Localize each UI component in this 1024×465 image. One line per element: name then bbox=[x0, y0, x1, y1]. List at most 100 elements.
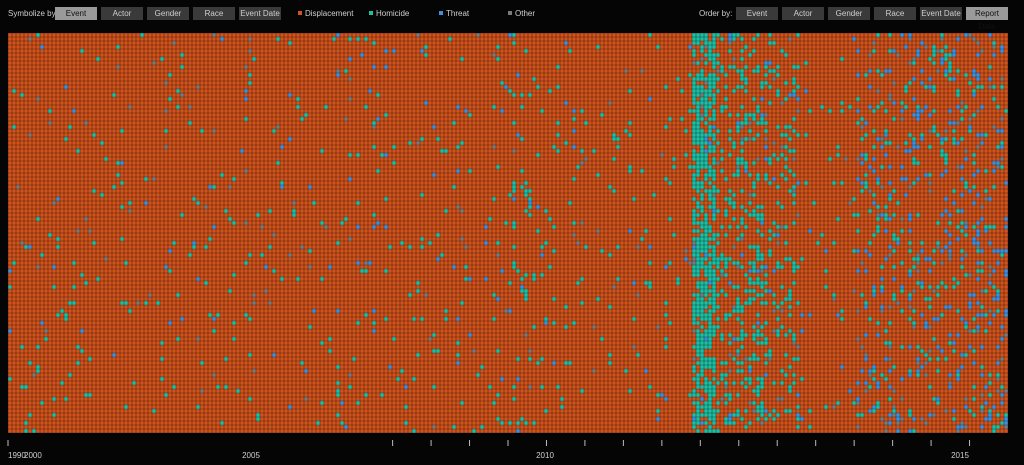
event-cell-threat bbox=[704, 149, 708, 153]
event-cell-homicide bbox=[552, 321, 556, 325]
event-cell-homicide bbox=[36, 217, 40, 221]
event-cell-homicide bbox=[300, 117, 304, 121]
event-cell-other bbox=[980, 49, 984, 53]
event-cell-other bbox=[940, 37, 944, 41]
event-cell-homicide bbox=[580, 149, 584, 153]
event-cell-other bbox=[788, 37, 792, 41]
event-cell-homicide bbox=[984, 313, 988, 317]
event-cell-homicide bbox=[744, 165, 748, 169]
event-cell-homicide bbox=[540, 357, 544, 361]
event-cell-threat bbox=[1004, 269, 1008, 273]
event-cell-homicide bbox=[560, 405, 564, 409]
event-cell-homicide bbox=[360, 269, 364, 273]
event-cell-threat bbox=[452, 265, 456, 269]
event-cell-threat bbox=[876, 333, 880, 337]
event-cell-homicide bbox=[380, 393, 384, 397]
event-cell-threat bbox=[872, 405, 876, 409]
event-cell-homicide bbox=[784, 225, 788, 229]
event-cell-homicide bbox=[828, 109, 832, 113]
event-cell-homicide bbox=[908, 133, 912, 137]
event-cell-homicide bbox=[556, 85, 560, 89]
event-cell-homicide bbox=[720, 105, 724, 109]
symbolize-gender-button[interactable]: Gender bbox=[147, 7, 189, 20]
event-cell-other bbox=[868, 189, 872, 193]
order-event-date-button[interactable]: Event Date bbox=[920, 7, 962, 20]
event-cell-homicide bbox=[712, 97, 716, 101]
event-cell-homicide bbox=[928, 385, 932, 389]
event-cell-homicide bbox=[876, 321, 880, 325]
event-cell-homicide bbox=[780, 369, 784, 373]
order-actor-button[interactable]: Actor bbox=[782, 7, 824, 20]
event-cell-homicide bbox=[128, 309, 132, 313]
event-cell-threat bbox=[992, 269, 996, 273]
event-cell-homicide bbox=[92, 241, 96, 245]
event-cell-homicide bbox=[988, 373, 992, 377]
event-cell-threat bbox=[8, 329, 12, 333]
event-cell-homicide bbox=[708, 245, 712, 249]
event-cell-homicide bbox=[124, 301, 128, 305]
event-cell-threat bbox=[948, 241, 952, 245]
event-cell-threat bbox=[996, 249, 1000, 253]
event-cell-homicide bbox=[692, 253, 696, 257]
event-cell-other bbox=[764, 113, 768, 117]
event-cell-homicide bbox=[788, 169, 792, 173]
event-cell-threat bbox=[976, 229, 980, 233]
event-cell-homicide bbox=[928, 297, 932, 301]
event-cell-other bbox=[704, 45, 708, 49]
event-cell-homicide bbox=[688, 109, 692, 113]
event-cell-threat bbox=[52, 265, 56, 269]
event-cell-homicide bbox=[872, 145, 876, 149]
event-cell-homicide bbox=[700, 261, 704, 265]
event-cell-homicide bbox=[712, 133, 716, 137]
event-cell-homicide bbox=[372, 213, 376, 217]
event-cell-threat bbox=[884, 153, 888, 157]
event-cell-threat bbox=[368, 89, 372, 93]
symbolize-race-button[interactable]: Race bbox=[193, 7, 235, 20]
event-cell-other bbox=[476, 33, 480, 37]
event-cell-other bbox=[880, 309, 884, 313]
event-cell-threat bbox=[484, 225, 488, 229]
event-cell-homicide bbox=[744, 81, 748, 85]
event-cell-homicide bbox=[704, 157, 708, 161]
event-cell-homicide bbox=[752, 209, 756, 213]
event-cell-threat bbox=[288, 405, 292, 409]
event-cell-homicide bbox=[464, 265, 468, 269]
event-cell-threat bbox=[868, 105, 872, 109]
event-cell-homicide bbox=[736, 309, 740, 313]
event-cell-other bbox=[956, 165, 960, 169]
event-cell-homicide bbox=[988, 393, 992, 397]
event-cell-homicide bbox=[856, 121, 860, 125]
event-cell-homicide bbox=[260, 253, 264, 257]
symbolize-event-date-button[interactable]: Event Date bbox=[239, 7, 281, 20]
event-cell-homicide bbox=[268, 209, 272, 213]
event-cell-homicide bbox=[616, 277, 620, 281]
event-cell-threat bbox=[852, 37, 856, 41]
event-cell-homicide bbox=[772, 221, 776, 225]
event-cell-threat bbox=[964, 157, 968, 161]
order-report-date-button[interactable]: Report Date bbox=[966, 7, 1008, 31]
symbolize-event-button[interactable]: Event bbox=[55, 7, 97, 20]
event-cell-threat bbox=[924, 325, 928, 329]
event-cell-other bbox=[348, 97, 352, 101]
symbolize-actor-button[interactable]: Actor bbox=[101, 7, 143, 20]
order-event-button[interactable]: Event bbox=[736, 7, 778, 20]
event-cell-homicide bbox=[352, 357, 356, 361]
event-cell-homicide bbox=[928, 173, 932, 177]
order-gender-button[interactable]: Gender bbox=[828, 7, 870, 20]
event-cell-homicide bbox=[400, 369, 404, 373]
event-cell-homicide bbox=[764, 321, 768, 325]
event-cell-homicide bbox=[768, 41, 772, 45]
event-cell-homicide bbox=[908, 241, 912, 245]
event-cell-homicide bbox=[740, 337, 744, 341]
event-cell-homicide bbox=[120, 301, 124, 305]
event-cell-homicide bbox=[792, 281, 796, 285]
event-cell-homicide bbox=[700, 349, 704, 353]
event-cell-homicide bbox=[704, 93, 708, 97]
event-cell-homicide bbox=[724, 97, 728, 101]
event-cell-homicide bbox=[308, 249, 312, 253]
event-cell-threat bbox=[348, 177, 352, 181]
legend-homicide: Homicide bbox=[369, 9, 409, 18]
event-cell-threat bbox=[920, 313, 924, 317]
order-race-button[interactable]: Race bbox=[874, 7, 916, 20]
